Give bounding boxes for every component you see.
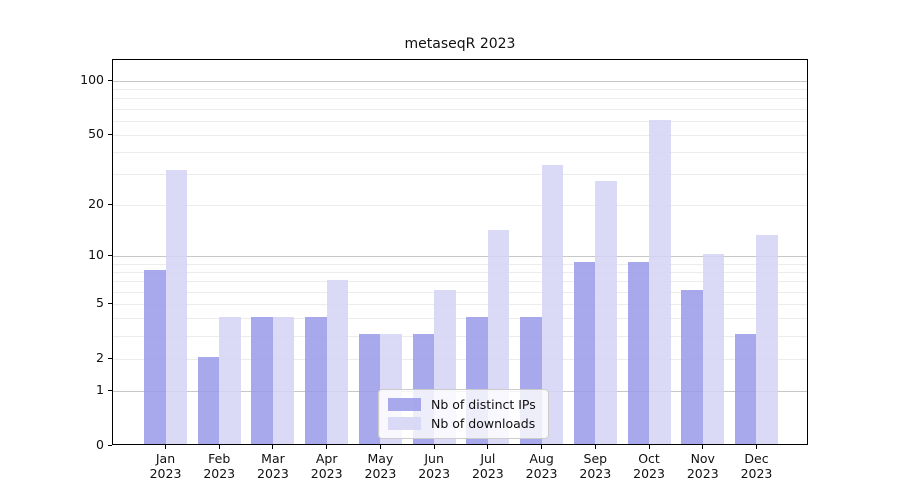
bar-downloads-aug: [541, 165, 564, 444]
y-tick-mark: [108, 133, 112, 135]
legend: Nb of distinct IPs Nb of downloads: [378, 389, 549, 439]
x-tick-mark: [487, 445, 489, 449]
bar-downloads-feb: [219, 316, 241, 444]
bar-distinct-ips-dec: [734, 334, 757, 444]
x-tick-mark: [755, 445, 757, 449]
legend-label-downloads: Nb of downloads: [431, 416, 536, 431]
bar-downloads-apr: [326, 279, 349, 444]
y-tick-label: 2: [96, 350, 104, 366]
gridline-minor: [113, 204, 807, 206]
gridline-minor: [113, 108, 807, 110]
y-tick-label: 1: [96, 382, 104, 398]
y-tick-label: 100: [80, 72, 104, 88]
x-tick-label: Oct 2023: [633, 451, 665, 481]
bar-distinct-ips-oct: [627, 262, 650, 444]
legend-swatch-distinct-ips: [388, 398, 421, 411]
gridline-minor: [113, 134, 807, 136]
bar-distinct-ips-apr: [305, 316, 327, 444]
legend-label-distinct-ips: Nb of distinct IPs: [431, 397, 536, 412]
x-tick-label: Nov 2023: [686, 451, 719, 481]
x-tick-mark: [433, 445, 435, 449]
y-tick-label: 5: [96, 295, 104, 311]
legend-row-distinct-ips: Nb of distinct IPs: [388, 397, 536, 412]
x-tick-mark: [702, 445, 704, 449]
gridline-minor: [113, 88, 807, 90]
legend-swatch-downloads: [388, 417, 421, 430]
y-tick-mark: [108, 357, 112, 359]
plot-area: [112, 59, 808, 445]
x-tick-label: Sep 2023: [579, 451, 612, 481]
x-tick-mark: [165, 445, 166, 449]
x-tick-mark: [218, 445, 220, 449]
bar-downloads-jan: [165, 170, 187, 444]
bar-distinct-ips-sep: [573, 262, 596, 444]
x-tick-label: Feb 2023: [203, 451, 236, 481]
bar-distinct-ips-jan: [144, 270, 166, 444]
y-tick-mark: [108, 302, 112, 304]
x-tick-label: Dec 2023: [740, 451, 773, 481]
bar-downloads-dec: [756, 235, 778, 444]
y-tick-mark: [108, 254, 112, 256]
gridline-minor: [113, 98, 807, 100]
x-tick-mark: [326, 445, 328, 449]
gridline-major: [113, 80, 807, 82]
bar-downloads-oct: [649, 120, 671, 444]
y-tick-mark: [108, 203, 112, 205]
x-tick-mark: [594, 445, 596, 449]
x-tick-label: Apr 2023: [310, 451, 343, 481]
y-tick-mark: [108, 389, 112, 391]
bar-distinct-ips-mar: [251, 316, 273, 444]
y-tick-label: 20: [88, 196, 104, 212]
x-tick-mark: [272, 445, 274, 449]
x-tick-label: Jan 2023: [149, 451, 182, 481]
bar-distinct-ips-feb: [197, 357, 220, 444]
x-tick-label: Aug 2023: [525, 451, 558, 481]
x-tick-mark: [541, 445, 543, 449]
legend-row-downloads: Nb of downloads: [388, 416, 536, 431]
bar-downloads-mar: [272, 316, 295, 444]
x-tick-mark: [648, 445, 650, 449]
y-tick-mark: [108, 79, 112, 81]
gridline-minor: [113, 120, 807, 122]
y-tick-label: 50: [88, 126, 104, 142]
gridline-minor: [113, 151, 807, 153]
bar-distinct-ips-nov: [681, 290, 703, 444]
chart-title: metaseqR 2023: [404, 36, 516, 52]
x-tick-mark: [379, 445, 381, 449]
x-tick-label: Jun 2023: [418, 451, 451, 481]
y-tick-label: 0: [96, 437, 104, 452]
x-tick-label: Mar 2023: [257, 451, 289, 481]
y-tick-label: 10: [88, 247, 104, 263]
bar-distinct-ips-may: [358, 334, 381, 444]
bar-downloads-nov: [702, 254, 725, 444]
y-tick-mark: [108, 444, 112, 446]
bar-downloads-sep: [595, 180, 617, 444]
x-tick-label: Jul 2023: [471, 451, 504, 481]
gridline-minor: [113, 174, 807, 176]
x-tick-label: May 2023: [364, 451, 397, 481]
